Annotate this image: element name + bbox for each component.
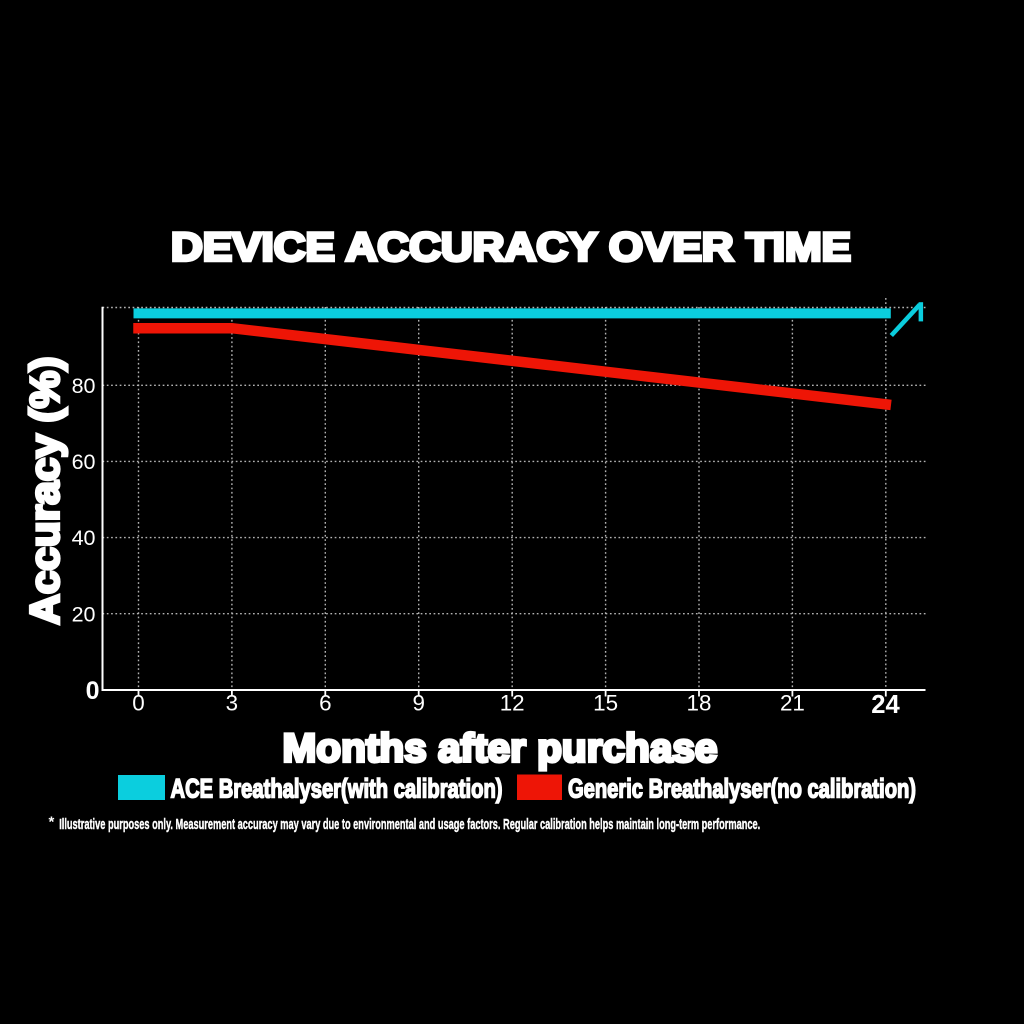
svg-text:12: 12 [500, 691, 525, 716]
svg-text:Generic Breathalyser(no calibr: Generic Breathalyser(no calibration) [568, 774, 916, 804]
svg-text:0: 0 [132, 691, 144, 716]
svg-text:60: 60 [72, 450, 96, 474]
svg-text:*: * [49, 814, 55, 831]
svg-text:20: 20 [72, 602, 96, 626]
svg-text:6: 6 [319, 691, 331, 716]
svg-text:Months after purchase: Months after purchase [283, 727, 718, 771]
svg-text:3: 3 [226, 691, 238, 716]
svg-text:21: 21 [780, 691, 805, 716]
svg-text:ACE Breathalyser(with calibrat: ACE Breathalyser(with calibration) [171, 774, 503, 804]
svg-text:24: 24 [871, 691, 900, 719]
svg-text:15: 15 [593, 691, 618, 716]
svg-text:DEVICE ACCURACY OVER TIME: DEVICE ACCURACY OVER TIME [171, 225, 851, 269]
svg-text:0: 0 [86, 677, 100, 705]
svg-text:80: 80 [72, 374, 96, 398]
svg-text:Accuracy (%): Accuracy (%) [22, 357, 68, 625]
svg-text:18: 18 [687, 691, 712, 716]
svg-text:40: 40 [72, 526, 96, 550]
svg-text:9: 9 [412, 691, 424, 716]
svg-text:Illustrative purposes only. Me: Illustrative purposes only. Measurement … [59, 817, 760, 833]
